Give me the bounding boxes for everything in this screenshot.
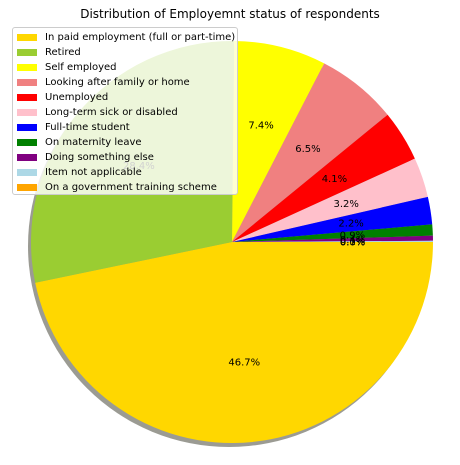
legend-item-long-term-sick-or-disabled: Long-term sick or disabled	[17, 105, 233, 120]
legend-item-unemployed: Unemployed	[17, 90, 233, 105]
pie-slice-doing-something-else	[232, 235, 433, 242]
legend-swatch	[17, 34, 37, 41]
legend-label: Self employed	[45, 62, 117, 73]
legend-swatch	[17, 49, 37, 56]
legend-label: On maternity leave	[45, 137, 142, 148]
pie-label-unemployed: 4.1%	[322, 174, 347, 185]
legend-item-item-not-applicable: Item not applicable	[17, 165, 233, 180]
legend-label: Long-term sick or disabled	[45, 107, 178, 118]
legend-label: On a government training scheme	[45, 182, 217, 193]
pie-label-doing-something-else: 0.4%	[340, 235, 365, 246]
pie-slice-item-not-applicable	[232, 240, 433, 242]
pie-slice-on-maternity-leave	[232, 224, 433, 242]
legend-item-doing-something-else: Doing something else	[17, 150, 233, 165]
legend-swatch	[17, 139, 37, 146]
legend-swatch	[17, 169, 37, 176]
legend-item-on-maternity-leave: On maternity leave	[17, 135, 233, 150]
legend-item-full-time-student: Full-time student	[17, 120, 233, 135]
legend-label: Looking after family or home	[45, 77, 190, 88]
legend-swatch	[17, 124, 37, 131]
legend-swatch	[17, 79, 37, 86]
chart-title: Distribution of Employemnt status of res…	[80, 7, 380, 21]
legend-label: Unemployed	[45, 92, 109, 103]
pie-label-looking-after-family-or-home: 6.5%	[295, 144, 320, 155]
pie-label-item-not-applicable: 0.1%	[340, 237, 365, 248]
legend-swatch	[17, 154, 37, 161]
legend-item-self-employed: Self employed	[17, 60, 233, 75]
legend-swatch	[17, 109, 37, 116]
legend-item-in-paid-employment-full-or-part-time: In paid employment (full or part-time)	[17, 30, 236, 45]
pie-slice-looking-after-family-or-home	[232, 63, 388, 242]
pie-slice-unemployed	[232, 114, 415, 242]
pie-slice-in-paid-employment-full-or-part-time	[35, 242, 434, 443]
legend-item-retired: Retired	[17, 45, 233, 60]
pie-label-long-term-sick-or-disabled: 3.2%	[334, 199, 359, 210]
legend-label: In paid employment (full or part-time)	[45, 32, 236, 43]
legend-swatch	[17, 64, 37, 71]
pie-label-in-paid-employment-full-or-part-time: 46.7%	[228, 357, 260, 368]
legend-label: Retired	[45, 47, 81, 58]
legend-item-looking-after-family-or-home: Looking after family or home	[17, 75, 233, 90]
pie-label-full-time-student: 2.2%	[338, 219, 363, 230]
pie-label-on-maternity-leave: 0.9%	[340, 230, 365, 241]
pie-slice-self-employed	[232, 41, 325, 242]
pie-slice-long-term-sick-or-disabled	[232, 158, 428, 242]
legend-item-on-a-government-training-scheme: On a government training scheme	[17, 180, 233, 195]
legend-swatch	[17, 184, 37, 191]
pie-slice-full-time-student	[232, 196, 433, 242]
legend-swatch	[17, 94, 37, 101]
legend-label: Item not applicable	[45, 167, 142, 178]
pie-label-on-a-government-training-scheme: 0.0%	[340, 238, 365, 249]
legend: In paid employment (full or part-time) Re…	[12, 27, 238, 195]
pie-label-self-employed: 7.4%	[248, 120, 273, 131]
legend-label: Full-time student	[45, 122, 130, 133]
legend-label: Doing something else	[45, 152, 154, 163]
